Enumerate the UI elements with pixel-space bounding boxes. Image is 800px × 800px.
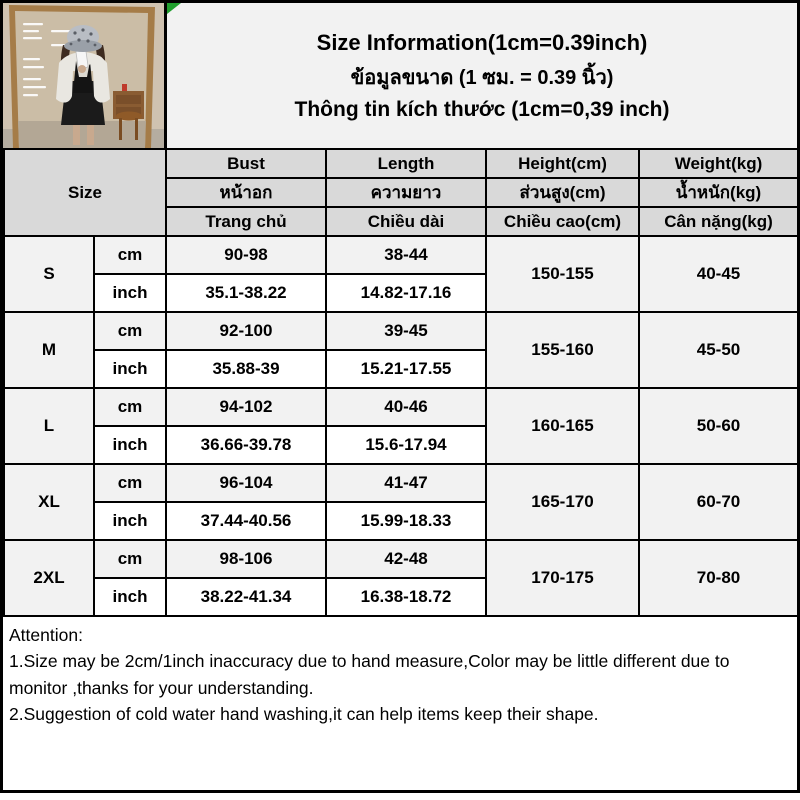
length-cm-value: 42-48 [325,539,487,579]
header-row-en: Size Bust Length Height(cm) Weight(kg) [3,148,799,237]
weight-value: 70-80 [638,539,799,617]
attention-note-2: 2.Suggestion of cold water hand washing,… [9,703,599,724]
table-row: inch 38.22-41.34 16.38-18.72 [4,577,798,617]
green-corner-marker [167,3,181,14]
col-header-bust-en: Bust [165,148,327,179]
weight-value: 60-70 [638,463,799,541]
length-inch-value: 15.21-17.55 [325,349,487,389]
size-table: Size Bust Length Height(cm) Weight(kg) ห… [3,148,799,617]
header-row-th: หน้าอก ความยาว ส่วนสูง(cm) น้ำหนัก(kg) [4,177,799,208]
height-value: 155-160 [485,311,640,389]
unit-label-inch: inch [93,273,167,313]
bust-cm-value: 92-100 [165,311,327,351]
unit-label-inch: inch [93,349,167,389]
bust-cm-value: 94-102 [165,387,327,427]
col-header-bust-vi: Trang chủ [165,206,327,237]
size-header-cell: Size [3,148,167,237]
col-header-weight-en: Weight(kg) [638,148,799,179]
length-inch-value: 14.82-17.16 [325,273,487,313]
unit-label-cm: cm [93,463,167,503]
unit-label-inch: inch [93,501,167,541]
bust-inch-value: 35.1-38.22 [165,273,327,313]
top-section: Size Information(1cm=0.39inch) ข้อมูลขนา… [3,3,797,148]
length-cm-value: 41-47 [325,463,487,503]
length-cm-value: 38-44 [325,235,487,275]
col-header-length-en: Length [325,148,487,179]
height-value: 160-165 [485,387,640,465]
bust-inch-value: 37.44-40.56 [165,501,327,541]
col-header-height-th: ส่วนสูง(cm) [485,177,640,208]
size-info-title-en: Size Information(1cm=0.39inch) [316,29,648,55]
unit-label-cm: cm [93,387,167,427]
length-inch-value: 15.99-18.33 [325,501,487,541]
table-row: inch 35.1-38.22 14.82-17.16 [4,273,798,313]
table-row: 2XL cm 98-106 42-48 170-175 70-80 [3,539,799,617]
height-value: 150-155 [485,235,640,313]
col-header-length-th: ความยาว [325,177,487,208]
unit-label-inch: inch [93,577,167,617]
bust-inch-value: 35.88-39 [165,349,327,389]
length-inch-value: 16.38-18.72 [325,577,487,617]
unit-label-cm: cm [93,235,167,275]
table-row: L cm 94-102 40-46 160-165 50-60 [3,387,799,465]
weight-value: 40-45 [638,235,799,313]
table-row: M cm 92-100 39-45 155-160 45-50 [3,311,799,389]
table-row: XL cm 96-104 41-47 165-170 60-70 [3,463,799,541]
product-photo [3,3,167,148]
attention-section: Attention: 1.Size may be 2cm/1inch inacc… [3,617,797,727]
col-header-weight-vi: Cân nặng(kg) [638,206,799,237]
size-info-title-vi: Thông tin kích thước (1cm=0,39 inch) [294,97,670,121]
table-row: inch 37.44-40.56 15.99-18.33 [4,501,798,541]
size-label-2xl: 2XL [3,539,95,617]
col-header-weight-th: น้ำหนัก(kg) [638,177,799,208]
bust-cm-value: 98-106 [165,539,327,579]
table-row: inch 35.88-39 15.21-17.55 [4,349,798,389]
unit-label-cm: cm [93,311,167,351]
attention-note-1: 1.Size may be 2cm/1inch inaccuracy due t… [9,651,730,698]
attention-heading: Attention: [9,625,83,645]
bust-inch-value: 36.66-39.78 [165,425,327,465]
weight-value: 50-60 [638,387,799,465]
size-label-s: S [3,235,95,313]
length-cm-value: 39-45 [325,311,487,351]
size-label-m: M [3,311,95,389]
title-area: Size Information(1cm=0.39inch) ข้อมูลขนา… [167,3,797,148]
table-row: S cm 90-98 38-44 150-155 40-45 [3,235,799,313]
height-value: 170-175 [485,539,640,617]
col-header-bust-th: หน้าอก [165,177,327,208]
size-info-title-th: ข้อมูลขนาด (1 ซม. = 0.39 นิ้ว) [350,66,614,89]
bust-inch-value: 38.22-41.34 [165,577,327,617]
col-header-length-vi: Chiều dài [325,206,487,237]
header-row-vi: Trang chủ Chiều dài Chiều cao(cm) Cân nặ… [4,206,799,237]
size-label-l: L [3,387,95,465]
unit-label-cm: cm [93,539,167,579]
weight-value: 45-50 [638,311,799,389]
unit-label-inch: inch [93,425,167,465]
length-inch-value: 15.6-17.94 [325,425,487,465]
size-label-xl: XL [3,463,95,541]
length-cm-value: 40-46 [325,387,487,427]
col-header-height-vi: Chiều cao(cm) [485,206,640,237]
col-header-height-en: Height(cm) [485,148,640,179]
table-row: inch 36.66-39.78 15.6-17.94 [4,425,798,465]
height-value: 165-170 [485,463,640,541]
bust-cm-value: 90-98 [165,235,327,275]
mirror-selfie-illustration [3,3,164,148]
bust-cm-value: 96-104 [165,463,327,503]
